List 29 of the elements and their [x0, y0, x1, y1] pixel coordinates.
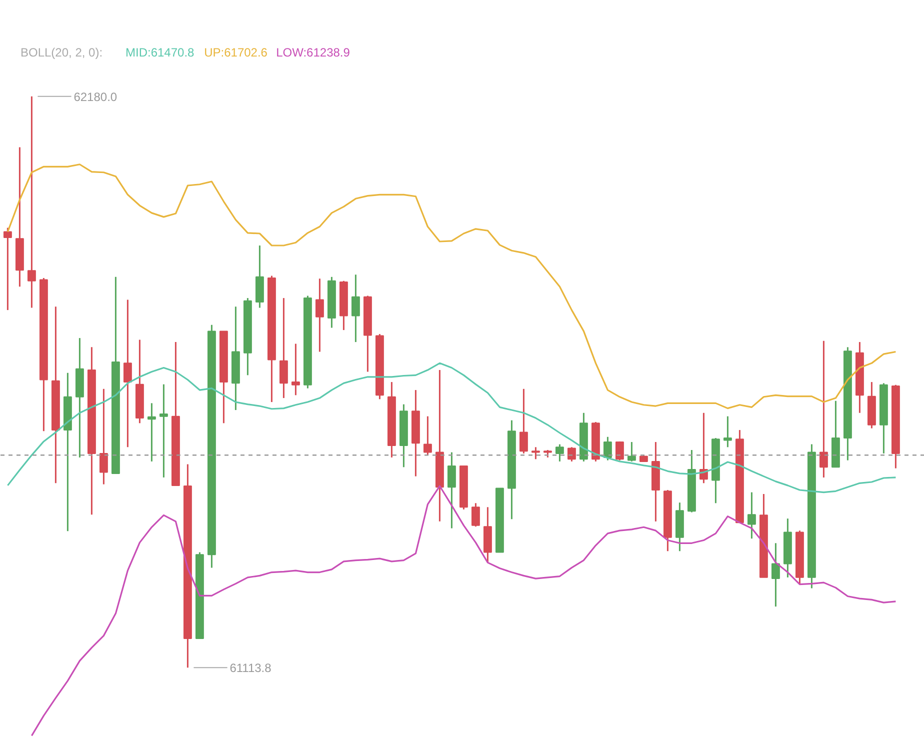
candlestick: [531, 446, 540, 460]
candlestick: [567, 446, 576, 462]
candlestick: [423, 416, 432, 456]
candlestick: [519, 388, 528, 454]
candlestick: [99, 388, 108, 486]
candlestick: [351, 274, 360, 343]
candlestick: [747, 492, 756, 540]
candlestick: [603, 436, 612, 462]
candlestick: [147, 402, 156, 462]
candlestick: [279, 297, 288, 399]
candlestick: [723, 416, 732, 448]
candlestick: [291, 343, 300, 396]
candlestick: [447, 452, 456, 530]
annotation: 61113.8: [230, 661, 272, 676]
candlestick: [771, 542, 780, 608]
candlestick: [123, 299, 132, 448]
candlestick: [627, 441, 636, 462]
candlestick: [159, 384, 168, 478]
candlestick: [555, 444, 564, 462]
candlestick: [3, 227, 12, 311]
text: LOW:61238.9: [276, 46, 350, 60]
text: MID:61470.8: [126, 46, 195, 60]
text: UP:61702.6: [204, 46, 268, 60]
candlestick: [315, 278, 324, 353]
candlestick: [471, 502, 480, 528]
chart-title: BOLL(20, 2, 0):: [20, 46, 103, 60]
candlestick: [27, 96, 36, 309]
annotation: 62180.0: [74, 90, 118, 104]
candlestick: [819, 340, 828, 478]
